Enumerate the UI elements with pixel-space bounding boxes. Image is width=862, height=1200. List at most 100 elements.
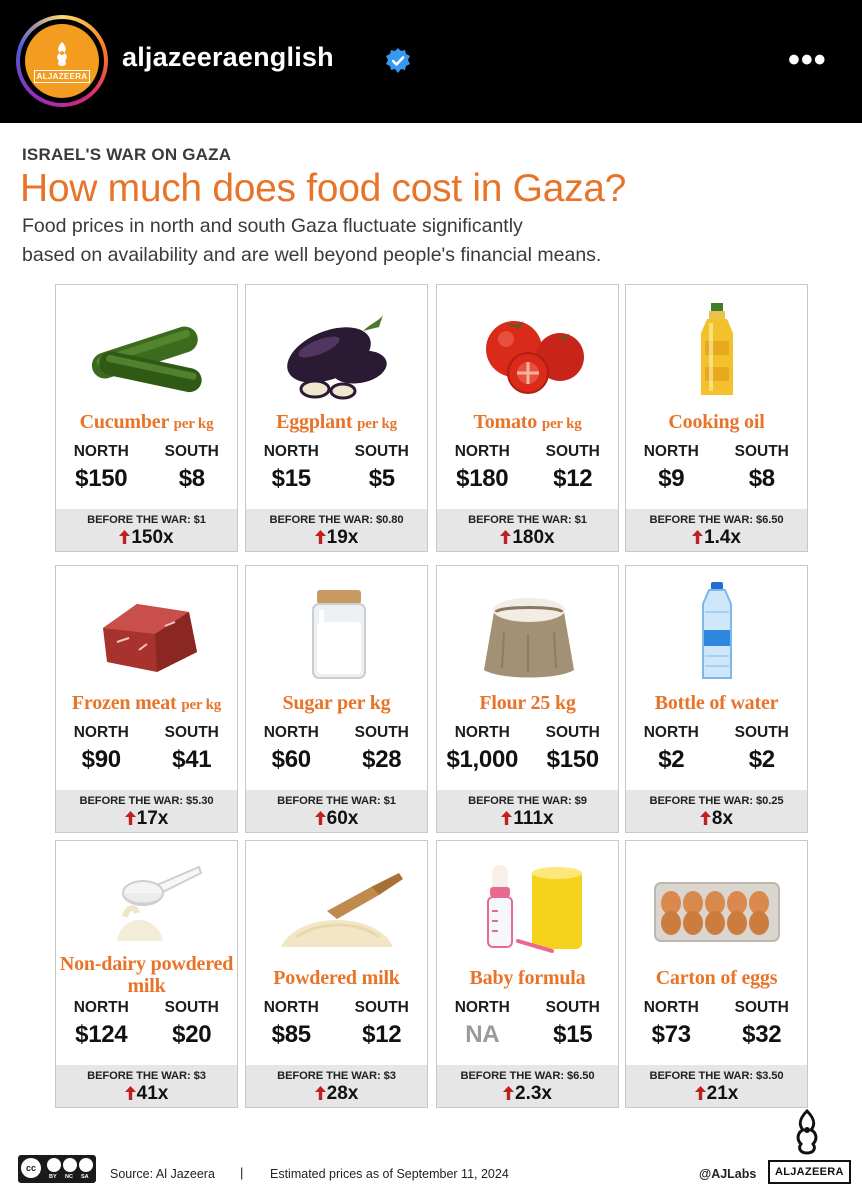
date-note: Estimated prices as of September 11, 202…	[270, 1167, 509, 1181]
creative-commons-icon: cc BY NC SA	[18, 1155, 96, 1183]
before-war-price: BEFORE THE WAR: $1	[277, 795, 396, 807]
before-war-price: BEFORE THE WAR: $6.50	[649, 514, 784, 526]
powder-scoop-icon	[56, 857, 237, 957]
south-label: SOUTH	[164, 999, 219, 1016]
cc-label-by: BY	[49, 1174, 57, 1180]
item-name: Non-dairy powdered milk	[56, 953, 237, 997]
water-bottle-icon	[626, 582, 807, 682]
price-multiplier: 41x	[56, 1083, 237, 1105]
price-multiplier: 28x	[246, 1083, 427, 1105]
item-name: Bottle of water	[626, 692, 807, 714]
price-multiplier: 19x	[246, 527, 427, 549]
north-price: $73	[651, 1021, 691, 1048]
before-war-panel: BEFORE THE WAR: $1 60x	[246, 790, 427, 832]
price-values: $1,000 $150	[437, 746, 618, 774]
footer-separator: |	[240, 1165, 244, 1180]
region-labels: NORTH SOUTH	[437, 724, 618, 742]
increase-arrow-icon	[124, 811, 136, 828]
south-price: $12	[553, 465, 593, 492]
south-price: $12	[362, 1021, 402, 1048]
region-labels: NORTH SOUTH	[246, 999, 427, 1017]
profile-avatar[interactable]: ALJAZEERA	[16, 15, 108, 107]
instagram-header: ALJAZEERA aljazeeraenglish •••	[0, 0, 862, 123]
region-labels: NORTH SOUTH	[437, 443, 618, 461]
before-war-panel: BEFORE THE WAR: $6.50 1.4x	[626, 509, 807, 551]
south-label: SOUTH	[734, 443, 789, 460]
item-unit: per kg	[541, 416, 582, 432]
egg-carton-icon	[626, 857, 807, 957]
increase-arrow-icon	[694, 1086, 706, 1103]
north-label: NORTH	[643, 999, 699, 1016]
more-options-icon[interactable]: •••	[788, 41, 827, 79]
south-price: $15	[553, 1021, 593, 1048]
multiplier-value: 111x	[513, 808, 554, 829]
north-label: NORTH	[73, 999, 129, 1016]
south-label: SOUTH	[354, 443, 409, 460]
north-price: $60	[271, 746, 311, 773]
multiplier-value: 41x	[136, 1083, 169, 1104]
south-label: SOUTH	[164, 443, 219, 460]
price-values: $150 $8	[56, 465, 237, 493]
item-unit: per kg	[357, 416, 397, 432]
south-label: SOUTH	[545, 443, 600, 460]
multiplier-value: 60x	[326, 808, 359, 829]
north-label: NORTH	[263, 999, 319, 1016]
sa-icon	[79, 1158, 93, 1172]
before-war-price: BEFORE THE WAR: $3	[87, 1070, 206, 1082]
increase-arrow-icon	[124, 1086, 136, 1103]
price-values: $60 $28	[246, 746, 427, 774]
item-name: Flour 25 kg	[437, 692, 618, 714]
price-multiplier: 180x	[437, 527, 618, 549]
price-values: $90 $41	[56, 746, 237, 774]
region-labels: NORTH SOUTH	[626, 443, 807, 461]
before-war-price: BEFORE THE WAR: $0.25	[649, 795, 784, 807]
south-price: $150	[546, 746, 600, 773]
south-label: SOUTH	[545, 999, 600, 1016]
flour-sack-icon	[437, 582, 618, 682]
region-labels: NORTH SOUTH	[626, 999, 807, 1017]
region-labels: NORTH SOUTH	[437, 999, 618, 1017]
item-name: Tomato per kg	[437, 411, 618, 435]
before-war-price: BEFORE THE WAR: $9	[468, 795, 587, 807]
account-username[interactable]: aljazeeraenglish	[122, 42, 334, 72]
eggplant-icon	[246, 301, 427, 401]
subtitle-line-1: Food prices in north and south Gaza fluc…	[22, 215, 523, 237]
price-card-eggplant: Eggplant per kg NORTH SOUTH $15 $5 BEFORE THE…	[245, 284, 428, 552]
north-price: $124	[75, 1021, 128, 1048]
price-multiplier: 1.4x	[626, 527, 807, 549]
multiplier-value: 1.4x	[704, 527, 741, 548]
item-name-text: Bottle of water	[654, 692, 779, 714]
before-war-panel: BEFORE THE WAR: $9 111x	[437, 790, 618, 832]
oil-bottle-icon	[626, 301, 807, 401]
before-war-panel: BEFORE THE WAR: $5.30 17x	[56, 790, 237, 832]
south-price: $8	[178, 465, 205, 492]
region-labels: NORTH SOUTH	[56, 724, 237, 742]
multiplier-value: 21x	[706, 1083, 739, 1104]
south-price: $8	[748, 465, 775, 492]
subtitle: Food prices in north and south Gaza fluc…	[22, 212, 782, 270]
avatar-brand-text: ALJAZEERA	[33, 69, 91, 83]
item-name: Powdered milk	[246, 967, 427, 989]
multiplier-value: 150x	[131, 527, 174, 548]
before-war-price: BEFORE THE WAR: $0.80	[269, 514, 404, 526]
kicker: ISRAEL'S WAR ON GAZA	[22, 145, 232, 164]
price-multiplier: 17x	[56, 808, 237, 830]
north-label: NORTH	[454, 724, 510, 741]
item-name: Cooking oil	[626, 411, 807, 433]
price-card-powdered-milk: Powdered milk NORTH SOUTH $85 $12 BEFORE THE …	[245, 840, 428, 1108]
item-name: Eggplant per kg	[246, 411, 427, 435]
item-name-text: Cucumber	[79, 411, 169, 433]
powder-pile-icon	[246, 857, 427, 957]
south-label: SOUTH	[545, 724, 600, 741]
price-multiplier: 8x	[626, 808, 807, 830]
south-price: $41	[172, 746, 212, 773]
page-title: How much does food cost in Gaza?	[20, 167, 627, 210]
item-name-text: Sugar per kg	[282, 692, 391, 714]
north-label: NORTH	[73, 724, 129, 741]
price-values: $15 $5	[246, 465, 427, 493]
cc-label-nc: NC	[65, 1174, 73, 1180]
item-name-text: Cooking oil	[668, 411, 765, 433]
north-price: NA	[465, 1021, 500, 1048]
price-card-carton-of-eggs: Carton of eggs NORTH SOUTH $73 $32 BEFORE THE…	[625, 840, 808, 1108]
cc-mark: cc	[21, 1158, 41, 1178]
